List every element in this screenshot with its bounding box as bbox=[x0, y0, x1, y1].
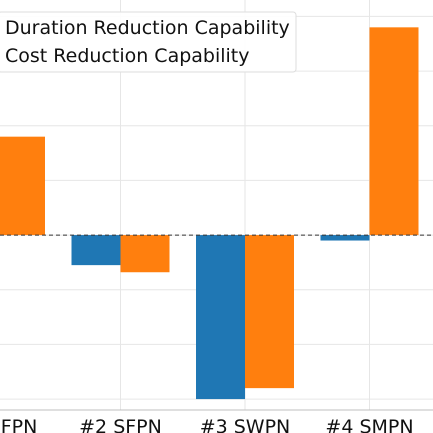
x-tick-labels: #1 SFPN #2 SFPN #3 SWPN #4 SMPN bbox=[0, 416, 414, 433]
x-tick-label: #2 SFPN bbox=[79, 416, 162, 433]
legend-entry-cost: Cost Reduction Capability bbox=[5, 45, 250, 67]
bar-duration-1 bbox=[71, 235, 121, 266]
bar-cost-1 bbox=[120, 235, 170, 273]
bar-cost-0 bbox=[0, 136, 45, 236]
legend: Duration Reduction Capability Cost Reduc… bbox=[0, 11, 297, 73]
legend-entry-duration: Duration Reduction Capability bbox=[5, 17, 290, 39]
x-tick-label: #3 SWPN bbox=[200, 416, 291, 433]
bar-duration-3 bbox=[320, 235, 370, 241]
x-tick-label: #1 SFPN bbox=[0, 416, 37, 433]
legend-box bbox=[0, 11, 297, 73]
bar-cost-2 bbox=[245, 235, 294, 389]
x-tick-label: #4 SMPN bbox=[325, 416, 413, 433]
bar-cost-3 bbox=[369, 27, 419, 236]
bars bbox=[0, 27, 419, 400]
bar-duration-2 bbox=[196, 235, 245, 400]
